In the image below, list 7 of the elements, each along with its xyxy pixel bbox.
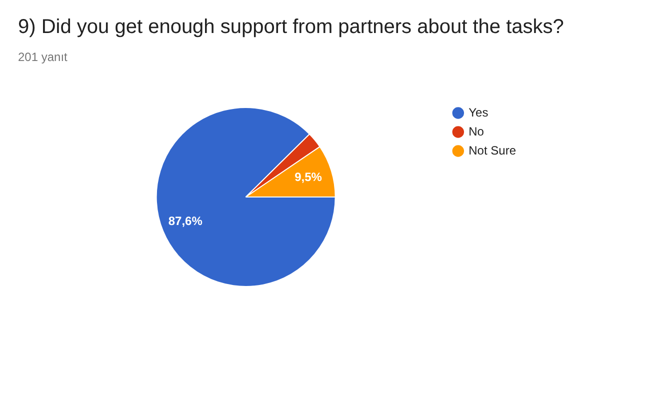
text: 201 yanıt bbox=[18, 50, 68, 64]
legend-label: No bbox=[468, 124, 484, 138]
data-label: 87,6% bbox=[168, 214, 203, 228]
data-label: 9,5% bbox=[294, 170, 322, 184]
chart-title: 9) Did you get enough support from partners about the tasks? bbox=[18, 16, 564, 39]
legend-label: Not Sure bbox=[468, 143, 516, 158]
legend-label: Yes bbox=[468, 105, 488, 120]
